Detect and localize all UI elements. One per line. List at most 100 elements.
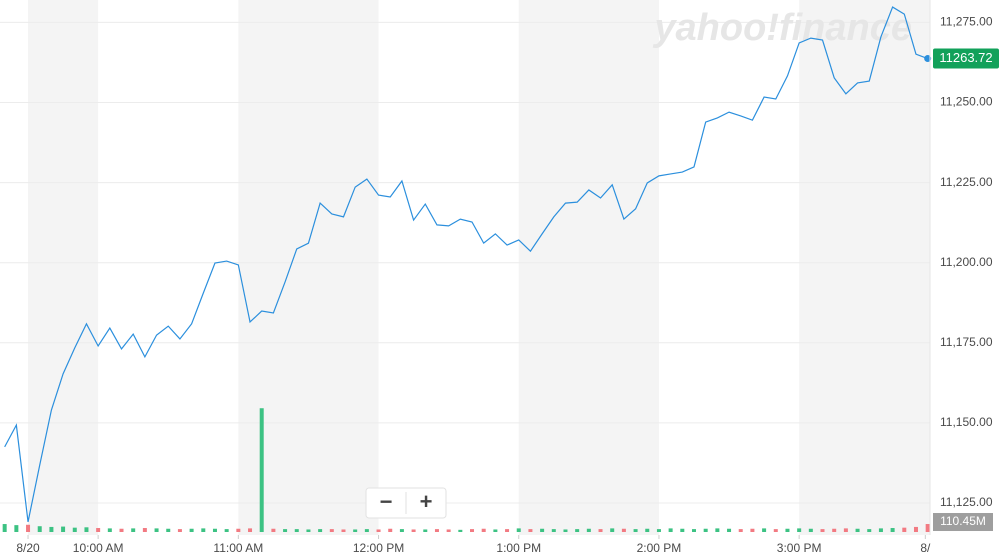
volume-bar bbox=[645, 528, 650, 532]
volume-bar bbox=[878, 528, 883, 532]
volume-bar bbox=[259, 408, 264, 532]
volume-bar bbox=[785, 528, 790, 532]
volume-bar bbox=[470, 529, 475, 532]
volume-bar bbox=[154, 528, 159, 532]
y-tick-label: 11,175.00 bbox=[940, 335, 993, 349]
volume-bar bbox=[107, 528, 112, 532]
volume-bar bbox=[505, 529, 510, 532]
volume-bar bbox=[528, 529, 533, 532]
volume-bar bbox=[14, 525, 19, 532]
volume-bar bbox=[633, 529, 638, 532]
zoom-in-button[interactable]: + bbox=[420, 489, 433, 514]
volume-bar bbox=[563, 529, 568, 532]
volume-bar bbox=[750, 528, 755, 532]
volume-bar bbox=[691, 529, 696, 532]
volume-bar bbox=[72, 527, 77, 532]
last-price-box bbox=[933, 48, 999, 69]
last-point bbox=[924, 55, 932, 63]
volume-bar bbox=[516, 528, 521, 532]
volume-bar bbox=[271, 528, 276, 532]
volume-bar bbox=[773, 529, 778, 532]
volume-bar bbox=[341, 529, 346, 532]
session-band bbox=[28, 0, 99, 535]
volume-bar bbox=[96, 528, 101, 532]
volume-bar bbox=[656, 529, 661, 532]
volume-bar bbox=[177, 529, 182, 532]
volume-bar bbox=[224, 529, 229, 532]
price-line bbox=[4, 6, 928, 522]
volume-bar bbox=[376, 529, 381, 532]
volume-bar bbox=[832, 528, 837, 532]
y-tick-label: 11,125.00 bbox=[940, 495, 993, 509]
marks bbox=[2, 6, 932, 532]
volume-bar bbox=[797, 528, 802, 532]
volume-bar bbox=[61, 526, 66, 532]
volume-bar bbox=[329, 529, 334, 532]
volume-bar bbox=[283, 529, 288, 532]
x-tick-label: 8/20 bbox=[16, 541, 40, 555]
volume-bar bbox=[808, 528, 813, 532]
volume-bar bbox=[131, 528, 136, 532]
volume-bar bbox=[37, 526, 42, 532]
volume-bar bbox=[575, 529, 580, 532]
volume-bar bbox=[411, 529, 416, 532]
session-band bbox=[518, 0, 659, 535]
x-tick-label: 11:00 AM bbox=[213, 541, 263, 555]
volume-bar bbox=[481, 528, 486, 532]
volume-bar bbox=[621, 528, 626, 532]
volume-label-box bbox=[933, 513, 993, 532]
last-price-label: 11263.72 bbox=[939, 50, 992, 65]
volume-label: 110.45M bbox=[940, 514, 986, 528]
volume-bar bbox=[913, 526, 918, 532]
volume-bar bbox=[201, 528, 206, 532]
volume-bar bbox=[189, 528, 194, 532]
volume-bar bbox=[236, 528, 241, 532]
x-tick-label: 2:00 PM bbox=[637, 541, 682, 555]
volume-bar bbox=[119, 528, 124, 532]
axes: 11,125.00 11,150.00 11,175.00 11,200.00 11,2… bbox=[16, 0, 999, 555]
volume-bar bbox=[925, 524, 930, 532]
session-band bbox=[799, 0, 930, 535]
x-tick-label: 12:00 PM bbox=[353, 541, 404, 555]
volume-bar bbox=[902, 527, 907, 532]
volume-bar bbox=[727, 528, 732, 532]
volume-bar bbox=[586, 528, 591, 532]
session-band bbox=[238, 0, 379, 535]
volume-bar bbox=[703, 528, 708, 532]
volume-bar bbox=[353, 529, 358, 532]
volume-bar bbox=[855, 528, 860, 532]
volume-bar bbox=[142, 528, 147, 532]
volume-bar bbox=[610, 528, 615, 532]
volume-bar bbox=[2, 524, 7, 532]
watermark: yahoo!finance bbox=[652, 7, 912, 49]
volume-bar bbox=[668, 528, 673, 532]
y-tick-label: 11,150.00 bbox=[940, 415, 993, 429]
volume-bar bbox=[26, 524, 31, 532]
y-tick-label: 11,200.00 bbox=[940, 255, 993, 269]
x-tick-label: 3:00 PM bbox=[777, 541, 822, 555]
volume-bar bbox=[364, 529, 369, 532]
volume-bar bbox=[738, 529, 743, 532]
volume-bar bbox=[84, 527, 89, 532]
volume-bar bbox=[890, 528, 895, 532]
volume-bar bbox=[306, 529, 311, 532]
volume-bar bbox=[493, 529, 498, 532]
y-tick-label: 11,275.00 bbox=[940, 15, 993, 29]
volume-bar bbox=[867, 529, 872, 532]
volume-bar bbox=[820, 529, 825, 532]
volume-bar bbox=[680, 528, 685, 532]
volume-bar bbox=[423, 529, 428, 532]
volume-bar bbox=[399, 529, 404, 532]
volume-bar bbox=[458, 529, 463, 532]
volume-bar bbox=[843, 528, 848, 532]
volume-bar bbox=[540, 528, 545, 532]
x-tick-label: 8/ bbox=[920, 541, 931, 555]
grid bbox=[0, 21, 930, 504]
zoom-controls: − + bbox=[365, 487, 447, 519]
y-tick-label: 11,250.00 bbox=[940, 95, 993, 109]
volume-bar bbox=[551, 529, 556, 532]
zoom-out-button[interactable]: − bbox=[380, 489, 393, 514]
volume-bar bbox=[166, 528, 171, 532]
volume-bar bbox=[212, 528, 217, 532]
volume-bar bbox=[294, 529, 299, 532]
